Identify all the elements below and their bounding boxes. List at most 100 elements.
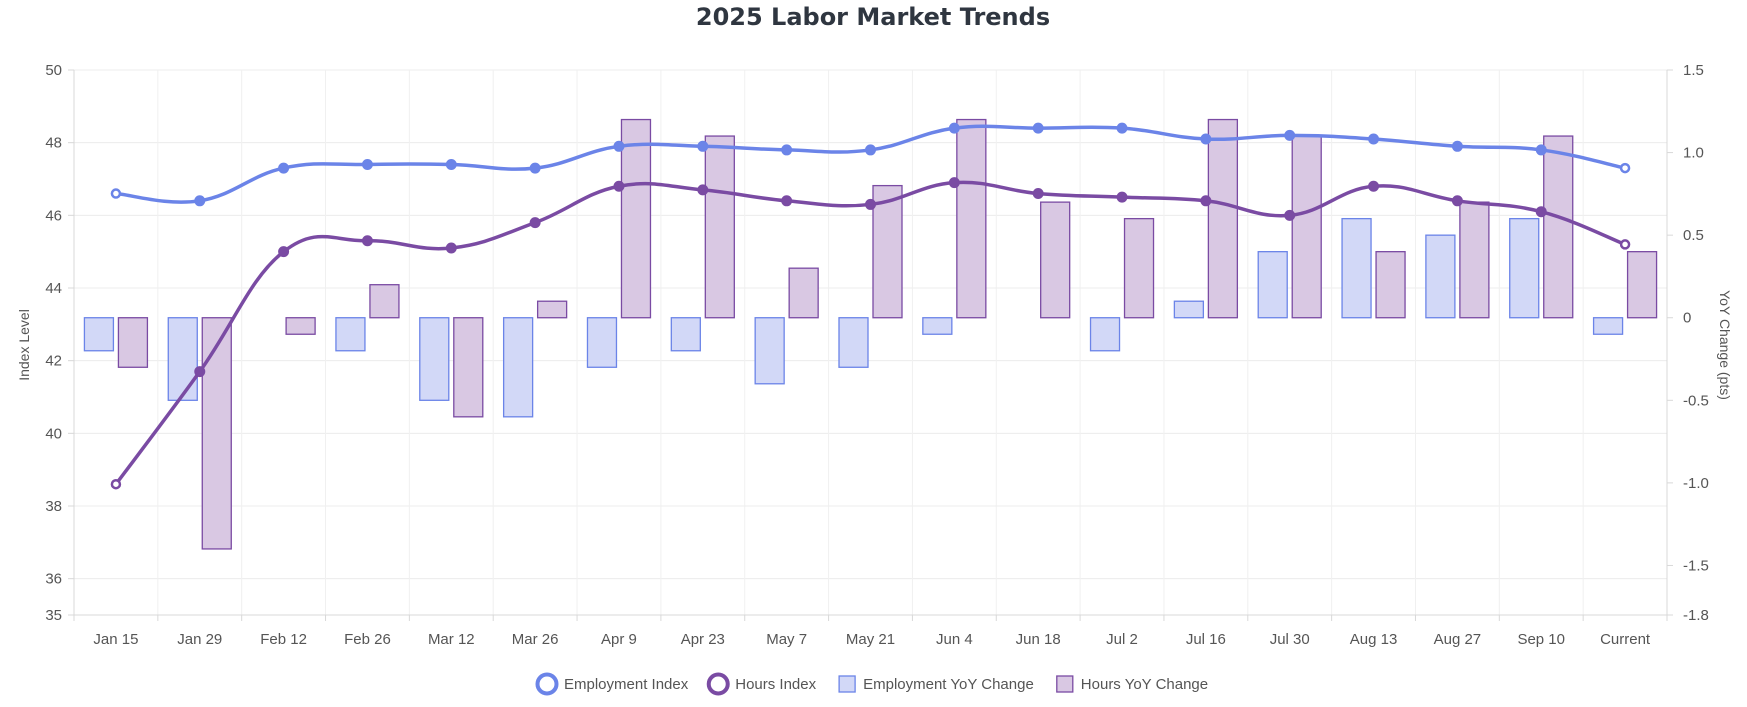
line-series-group [110, 122, 1631, 490]
chart-title: 2025 Labor Market Trends [696, 3, 1050, 31]
y-left-tick-label: 40 [45, 425, 62, 442]
point-employment-index [1200, 133, 1212, 145]
point-employment-index [361, 158, 373, 170]
point-employment-index [194, 195, 206, 207]
legend-swatch-hours-yoy-change [1056, 675, 1074, 693]
bar-hours-yoy-change [1123, 217, 1155, 319]
bar-hours-yoy-change [285, 317, 316, 335]
x-tick-label: Aug 27 [1434, 631, 1482, 648]
legend-label-hours-yoy-change: Hours YoY Change [1081, 676, 1208, 693]
bar-employment-yoy-change [502, 317, 534, 418]
bar-hours-yoy-change [1207, 118, 1239, 319]
bar-employment-yoy-change [1341, 217, 1372, 319]
bar-hours-yoy-change [1626, 251, 1658, 319]
bar-hours-yoy-change [1291, 135, 1322, 319]
legend: Employment Index Hours Index Employment Yo… [535, 672, 1208, 696]
point-hours-index [361, 235, 373, 247]
point-employment-index [445, 158, 457, 170]
y-right-tick-label: 0.5 [1683, 227, 1704, 244]
point-hours-index [1451, 195, 1463, 207]
point-hours-index [1200, 195, 1212, 207]
bar-employment-yoy-change [419, 317, 450, 401]
bar-hours-yoy-change [117, 317, 149, 368]
y-right-tick-label: 1.5 [1683, 62, 1704, 79]
y-right-tick-label: 1.0 [1683, 145, 1704, 162]
bar-hours-yoy-change [620, 118, 652, 319]
y-right-tick-label: -1.0 [1683, 475, 1709, 492]
bar-hours-yoy-change [369, 284, 400, 319]
point-employment-index [865, 144, 876, 156]
line-employment-index [115, 124, 1626, 204]
point-employment-index [1619, 162, 1631, 174]
grid-lines [73, 69, 1668, 616]
y-left-tick-label: 42 [45, 353, 62, 370]
point-hours-index [1619, 239, 1631, 250]
x-tick-label: Feb 12 [260, 631, 307, 648]
bar-hours-yoy-change [872, 184, 903, 319]
x-tick-label: Jun 4 [936, 631, 973, 648]
point-hours-index [194, 366, 206, 378]
point-employment-index [1535, 144, 1547, 156]
y-left-tick-label: 50 [45, 62, 62, 79]
bar-hours-yoy-change [1459, 201, 1490, 319]
y-left-tick-label: 46 [45, 207, 62, 224]
bar-hours-yoy-change [1375, 251, 1406, 319]
bar-employment-yoy-change [670, 317, 701, 352]
x-tick-label: Jun 18 [1016, 631, 1061, 648]
bar-employment-yoy-change [1257, 251, 1288, 319]
bar-employment-yoy-change [83, 317, 115, 352]
point-hours-index [1535, 206, 1547, 218]
bar-employment-yoy-change [1509, 217, 1540, 319]
bar-employment-yoy-change [754, 317, 785, 385]
legend-label-hours-index: Hours Index [735, 676, 816, 693]
legend-swatch-employment-index [535, 672, 559, 696]
bar-hours-yoy-change [956, 118, 987, 319]
legend-label-employment-yoy-change: Employment YoY Change [863, 676, 1034, 693]
axes: 35 36 38 40 42 44 46 48 50 -1.8 -1.5 -1.0 -0.5 0 0.5 1.… [45, 62, 1709, 648]
point-hours-index [1116, 191, 1128, 203]
point-hours-index [865, 198, 876, 210]
x-tick-label: Mar 26 [512, 631, 559, 648]
point-hours-index [278, 246, 290, 258]
x-tick-label: May 21 [846, 631, 895, 648]
bar-employment-yoy-change [167, 317, 198, 401]
bar-hours-yoy-change [788, 267, 819, 319]
legend-label-employment-index: Employment Index [564, 676, 689, 693]
bar-series-group [83, 118, 1658, 550]
bar-employment-yoy-change [1592, 317, 1624, 335]
point-employment-index [278, 162, 290, 174]
x-tick-label: Mar 12 [428, 631, 475, 648]
point-employment-index [1032, 122, 1044, 134]
point-employment-index [1284, 129, 1296, 141]
x-tick-label: Jul 16 [1186, 631, 1226, 648]
bar-employment-yoy-change [838, 317, 869, 368]
point-hours-index [445, 242, 457, 254]
y-left-tick-label: 35 [45, 607, 62, 624]
point-employment-index [1451, 140, 1463, 152]
y-left-tick-label: 38 [45, 498, 62, 515]
point-hours-index [697, 184, 709, 196]
point-hours-index [529, 217, 541, 229]
y-left-tick-label: 36 [45, 571, 62, 588]
bar-hours-yoy-change [536, 300, 568, 319]
bar-employment-yoy-change [586, 317, 618, 368]
x-tick-label: Jul 30 [1270, 631, 1310, 648]
bar-hours-yoy-change [704, 135, 735, 319]
y-left-tick-label: 48 [45, 135, 62, 152]
point-hours-index [110, 478, 122, 490]
legend-swatch-employment-yoy-change [838, 675, 856, 693]
x-tick-label: Current [1600, 631, 1651, 648]
point-hours-index [1032, 188, 1044, 200]
bar-hours-yoy-change [201, 317, 232, 550]
y-right-axis-label: YoY Change (pts) [1717, 290, 1733, 400]
x-tick-label: Jan 15 [93, 631, 138, 648]
x-tick-label: Aug 13 [1350, 631, 1398, 648]
y-left-tick-label: 44 [45, 280, 62, 297]
point-employment-index [948, 122, 960, 134]
point-hours-index [781, 195, 793, 207]
x-tick-label: May 7 [766, 631, 807, 648]
point-hours-index [948, 177, 960, 189]
x-tick-label: Jul 2 [1106, 631, 1138, 648]
